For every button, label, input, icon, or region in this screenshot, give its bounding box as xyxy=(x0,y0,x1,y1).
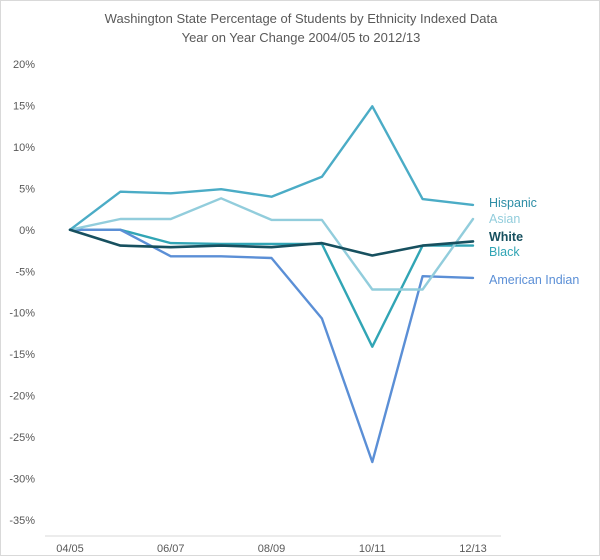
series-label-black: Black xyxy=(489,245,520,259)
y-tick-label: 0% xyxy=(19,225,35,237)
y-tick-label: -20% xyxy=(9,391,35,403)
series-line-hispanic xyxy=(68,105,475,232)
y-tick-label: 10% xyxy=(13,142,35,154)
series-line-american-indian xyxy=(68,228,475,464)
x-tick-label: 06/07 xyxy=(157,543,185,555)
y-tick-label: -35% xyxy=(9,515,35,527)
series-label-asian: Asian xyxy=(489,212,520,226)
series-label-hispanic: Hispanic xyxy=(489,196,537,210)
plot-lines xyxy=(68,105,475,464)
chart-title: Washington State Percentage of Students … xyxy=(105,11,498,26)
x-tick-label: 12/13 xyxy=(459,543,487,555)
y-tick-label: -10% xyxy=(9,308,35,320)
chart-subtitle: Year on Year Change 2004/05 to 2012/13 xyxy=(182,30,421,45)
series-line-asian xyxy=(68,197,475,291)
x-tick-label: 04/05 xyxy=(56,543,84,555)
y-axis: 20% 15% 10% 5% 0% -5% -10% -15% -20% -25% -30% -35% xyxy=(9,59,35,527)
series-label-white: White xyxy=(489,230,523,244)
y-tick-label: 15% xyxy=(13,100,35,112)
y-tick-label: -30% xyxy=(9,474,35,486)
x-tick-label: 08/09 xyxy=(258,543,286,555)
series-label-american-indian: American Indian xyxy=(489,273,579,287)
y-tick-label: -25% xyxy=(9,432,35,444)
y-tick-label: 5% xyxy=(19,183,35,195)
y-tick-label: -5% xyxy=(15,266,35,278)
series-line-black xyxy=(68,228,475,348)
x-tick-label: 10/11 xyxy=(359,543,386,555)
y-tick-label: -15% xyxy=(9,349,35,361)
x-axis: 04/05 06/07 08/09 10/11 12/13 xyxy=(45,535,501,555)
series-line-white xyxy=(68,228,475,257)
y-tick-label: 20% xyxy=(13,59,35,71)
